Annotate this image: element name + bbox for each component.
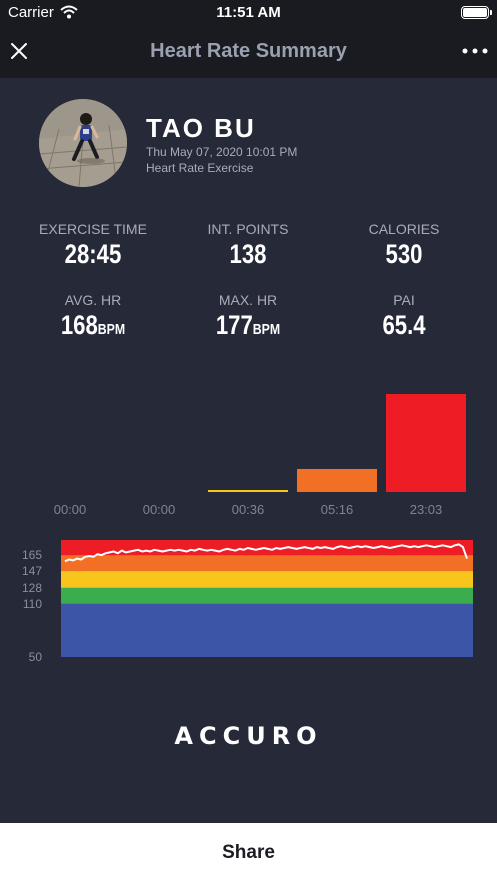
stat-exercise-time: EXERCISE TIME 28:45 xyxy=(13,221,173,270)
stat-value: 177BPM xyxy=(215,310,281,340)
stat-unit: BPM xyxy=(252,321,281,338)
nav-bar: Heart Rate Summary xyxy=(0,26,497,78)
session-date: Thu May 07, 2020 10:01 PM xyxy=(146,145,298,159)
user-name: TAO BU xyxy=(146,113,256,143)
stat-avg-hr: AVG. HR 168BPM xyxy=(13,292,173,341)
stat-max-hr: MAX. HR 177BPM xyxy=(168,292,328,341)
heart-rate-chart: 165 147 128 110 50 xyxy=(22,540,473,664)
zone-bar-label: 00:00 xyxy=(143,502,176,517)
stat-unit: BPM xyxy=(97,321,126,338)
stat-value: 28:45 xyxy=(64,239,122,269)
zone-bar xyxy=(297,468,377,492)
hr-tick-label: 165 xyxy=(22,548,42,562)
stat-value: 530 xyxy=(385,239,423,269)
hr-tick-label: 110 xyxy=(23,597,42,611)
hr-zone-band xyxy=(61,555,473,572)
status-time: 11:51 AM xyxy=(216,4,281,21)
more-options-icon[interactable] xyxy=(461,42,489,60)
page-title: Heart Rate Summary xyxy=(150,40,347,62)
stat-label: MAX. HR xyxy=(218,292,278,308)
avatar xyxy=(39,99,127,187)
stat-label: EXERCISE TIME xyxy=(39,221,147,237)
stat-value: 168BPM xyxy=(60,310,126,340)
hr-zone-band xyxy=(61,587,473,604)
session-type: Heart Rate Exercise xyxy=(146,161,254,175)
zone-bar-label: 23:03 xyxy=(410,502,443,517)
zone-bar-label: 05:16 xyxy=(321,502,354,517)
stat-value: 138 xyxy=(229,239,267,269)
hr-zone-band xyxy=(61,571,473,588)
zone-bar-label: 00:36 xyxy=(232,502,265,517)
carrier-label: Carrier xyxy=(8,4,54,21)
battery-icon xyxy=(461,6,492,19)
stat-calories: CALORIES 530 xyxy=(324,221,484,270)
close-icon[interactable] xyxy=(8,40,30,62)
zone-bar xyxy=(386,394,466,492)
stat-label: AVG. HR xyxy=(64,292,122,308)
footer: Share xyxy=(0,823,497,883)
accuro-logo: ACCURO xyxy=(174,722,323,750)
hr-tick-label: 147 xyxy=(22,564,42,578)
zone-bar-label: 00:00 xyxy=(54,502,87,517)
hr-tick-label: 50 xyxy=(29,650,43,664)
stat-pai: PAI 65.4 xyxy=(324,292,484,341)
share-button[interactable]: Share xyxy=(222,842,275,863)
hr-tick-label: 128 xyxy=(22,581,42,595)
status-bar: Carrier 11:51 AM xyxy=(0,0,497,26)
hr-line xyxy=(64,543,468,563)
stat-int-points: INT. POINTS 138 xyxy=(168,221,328,270)
stat-label: PAI xyxy=(393,292,415,308)
stat-label: INT. POINTS xyxy=(207,221,289,237)
stat-value: 65.4 xyxy=(382,310,426,340)
wifi-icon xyxy=(60,5,78,19)
zone-time-chart: 00:00 00:00 00:36 05:16 23:03 xyxy=(54,394,466,517)
hr-zone-band xyxy=(61,603,473,657)
zone-bar xyxy=(208,490,288,492)
stat-label: CALORIES xyxy=(368,221,440,237)
